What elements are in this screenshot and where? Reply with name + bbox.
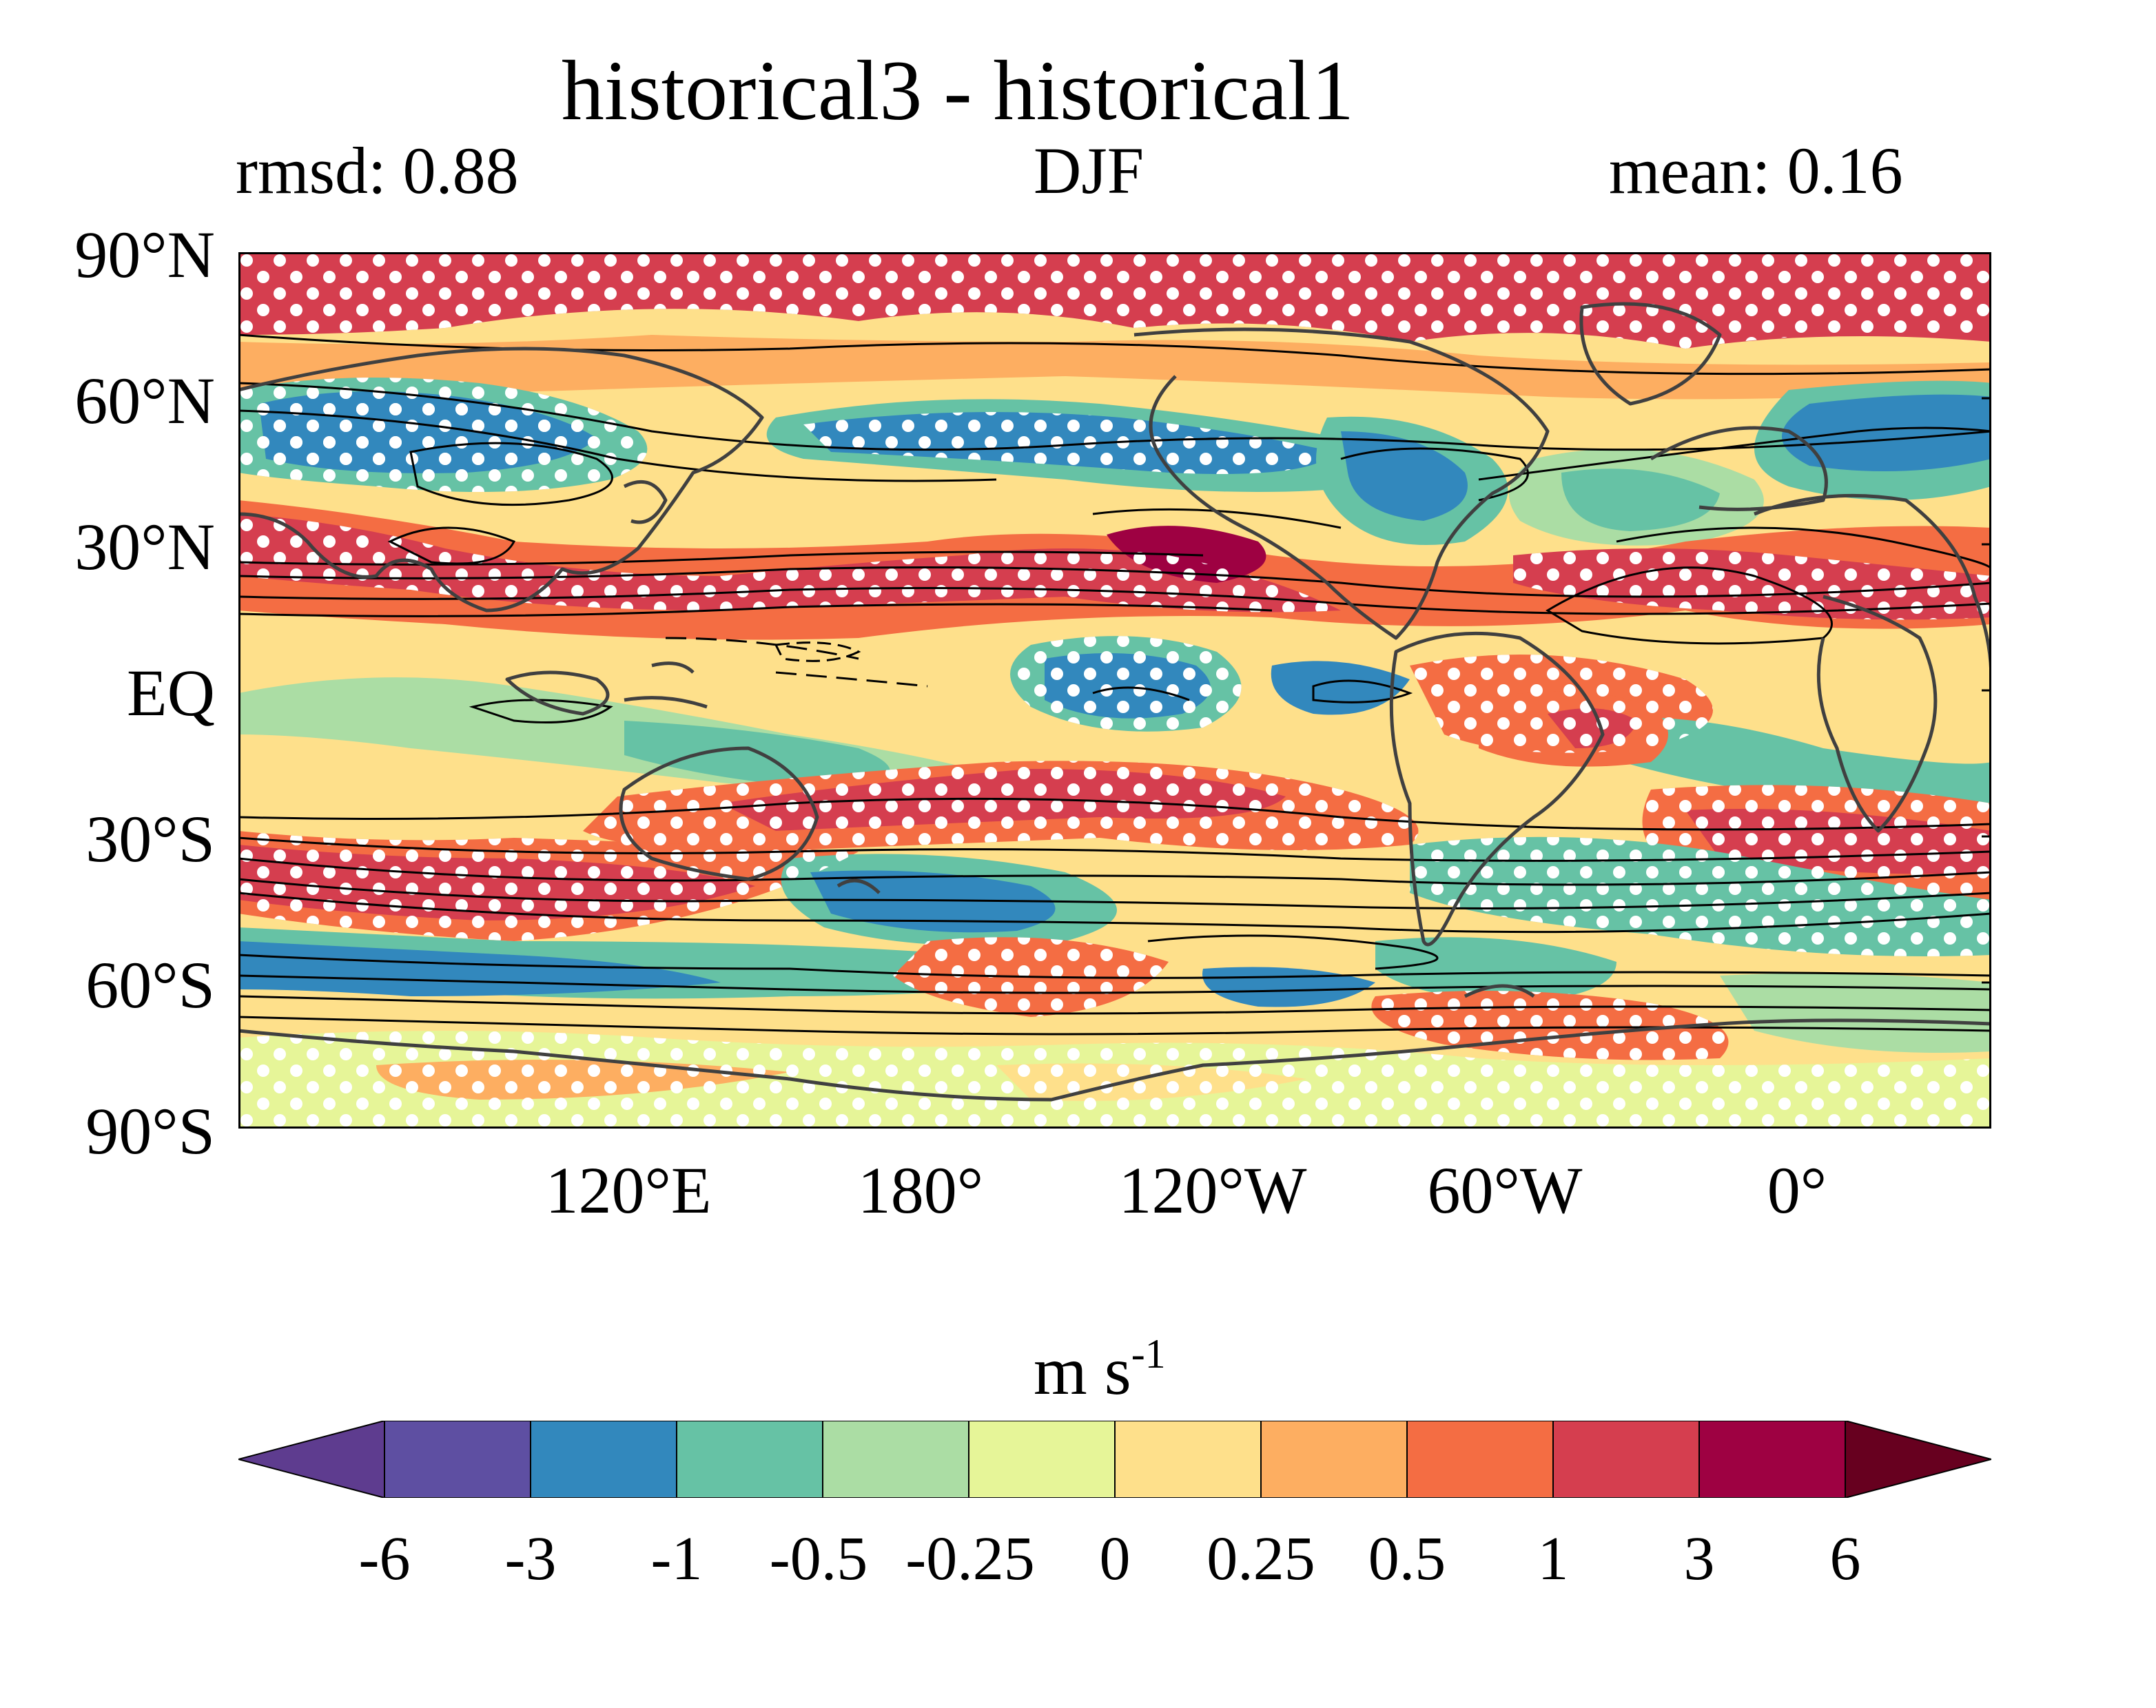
lon-label-120w: 120°W: [1118, 1153, 1307, 1227]
colorbar-bin: [676, 1421, 823, 1498]
colorbar-tick: 6: [1829, 1525, 1861, 1593]
axis-ticks: [1982, 397, 1991, 984]
map-panel: [238, 252, 1991, 1129]
lat-label-30n: 30°N: [74, 510, 215, 584]
figure-title: historical3 - historical1: [561, 43, 1355, 138]
colorbar-tick: 3: [1683, 1525, 1715, 1593]
colorbar-bin: [1260, 1421, 1408, 1498]
colorbar-bin: [1406, 1421, 1554, 1498]
mean-label: mean: 0.16: [1609, 134, 1903, 207]
lat-label-90n: 90°N: [74, 218, 215, 291]
lat-label-eq: EQ: [127, 656, 215, 730]
colorbar-bin: [968, 1421, 1116, 1498]
lat-label-30s: 30°S: [85, 802, 215, 876]
coastlines: [238, 302, 1991, 1102]
colorbar-tick: 0.5: [1368, 1525, 1446, 1593]
colorbar-extend-high: [1845, 1421, 1991, 1498]
colorbar-bin: [384, 1421, 531, 1498]
colorbar-tick: -6: [358, 1525, 411, 1593]
colorbar-tick: 1: [1537, 1525, 1569, 1593]
lon-label-60w: 60°W: [1427, 1153, 1583, 1227]
colorbar-tick: -3: [504, 1525, 557, 1593]
lon-label-0: 0°: [1767, 1153, 1827, 1227]
colorbar-unit: m s-1: [1034, 1331, 1166, 1409]
climatology-contours: [238, 333, 1991, 1036]
colorbar-extend-low: [238, 1421, 385, 1498]
lon-label-120e: 120°E: [545, 1153, 712, 1227]
colorbar-bin: [1552, 1421, 1700, 1498]
colorbar-tick: 0.25: [1207, 1525, 1315, 1593]
colorbar-bin: [1698, 1421, 1846, 1498]
lat-label-60n: 60°N: [74, 364, 215, 438]
lon-label-180: 180°: [857, 1153, 984, 1227]
colorbar-tick: 0: [1099, 1525, 1131, 1593]
colorbar: [238, 1421, 1991, 1498]
lat-label-60s: 60°S: [85, 948, 215, 1022]
rmsd-label: rmsd: 0.88: [236, 134, 519, 207]
colorbar-bin: [1114, 1421, 1262, 1498]
colorbar-tick: -0.25: [905, 1525, 1035, 1593]
season-label: DJF: [1034, 134, 1144, 207]
colorbar-tick: -1: [650, 1525, 703, 1593]
colorbar-bin: [822, 1421, 969, 1498]
lat-label-90s: 90°S: [85, 1094, 215, 1168]
colorbar-bin: [530, 1421, 677, 1498]
colorbar-tick: -0.5: [769, 1525, 868, 1593]
